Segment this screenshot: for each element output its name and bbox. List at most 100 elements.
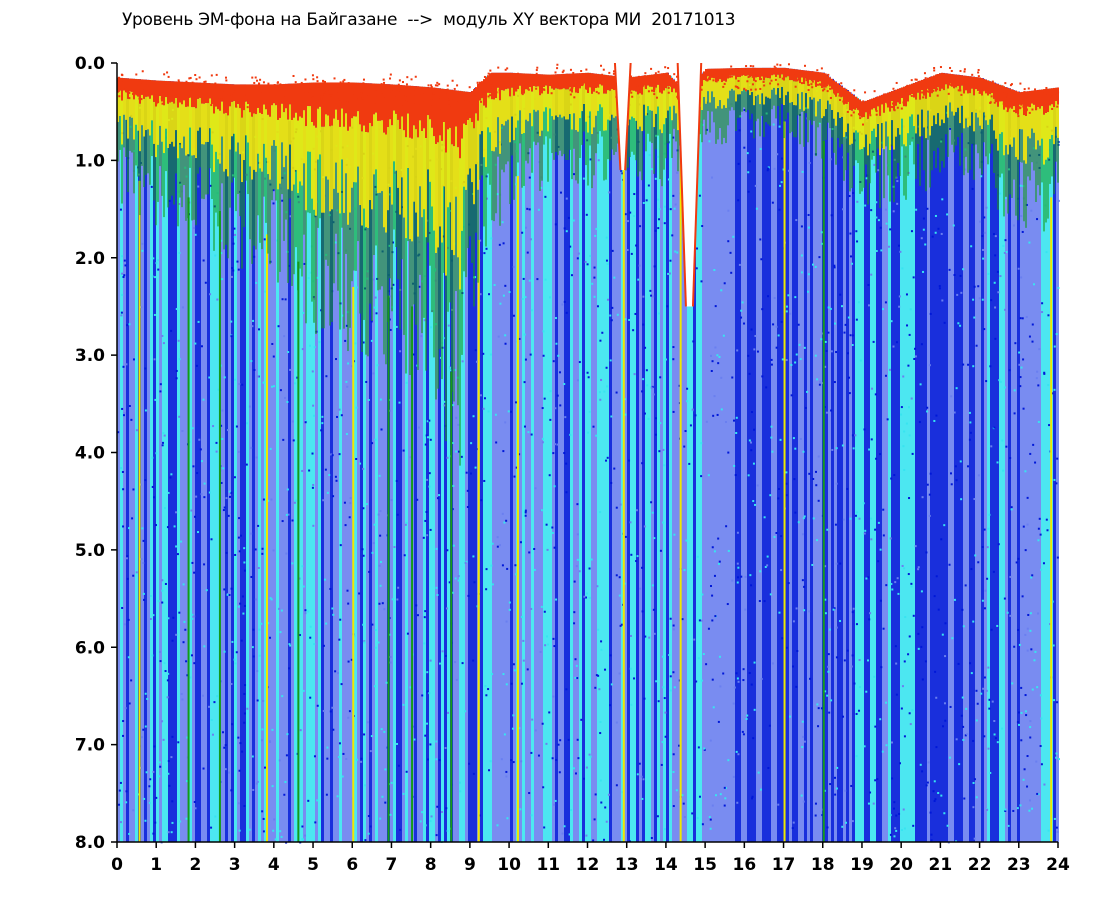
warm-yellow <box>1005 106 1007 146</box>
heat-speckle <box>205 589 208 592</box>
heat-column <box>480 82 483 842</box>
warm-red <box>165 80 167 98</box>
heat-speckle <box>589 755 592 758</box>
warm-yellow <box>213 113 215 173</box>
warm-yellow <box>117 92 119 123</box>
heat-speckle <box>226 429 229 432</box>
warm-speckle <box>480 92 483 95</box>
warm-green <box>1007 154 1009 214</box>
heat-speckle <box>374 646 377 649</box>
warm-red <box>527 73 529 90</box>
warm-yellow <box>143 98 145 137</box>
heat-speckle <box>1029 720 1032 723</box>
warm-speckle <box>857 113 860 116</box>
heat-speckle <box>502 450 505 453</box>
heat-speckle <box>835 562 838 565</box>
heat-speckle <box>153 496 156 499</box>
heat-speckle <box>654 229 657 232</box>
heat-column <box>789 68 792 842</box>
warm-green <box>389 187 391 279</box>
heat-speckle <box>171 639 174 642</box>
heat-column <box>768 67 771 842</box>
warm-green <box>539 136 541 191</box>
heat-speckle <box>452 544 455 547</box>
heat-speckle <box>1031 323 1034 326</box>
heat-speckle <box>752 462 755 465</box>
heat-speckle <box>573 580 576 583</box>
warm-green <box>127 138 129 193</box>
warm-yellow <box>981 95 983 130</box>
warm-speckle <box>914 78 917 81</box>
warm-yellow <box>839 96 841 119</box>
heat-speckle <box>635 560 638 563</box>
heat-speckle <box>731 579 734 582</box>
heat-speckle <box>935 696 938 699</box>
warm-yellow <box>865 112 867 135</box>
heat-speckle <box>973 837 976 840</box>
warm-yellow <box>359 124 361 206</box>
warm-speckle <box>994 98 997 101</box>
warm-speckle <box>556 67 559 70</box>
heat-speckle <box>1015 561 1018 564</box>
warm-red <box>403 85 405 131</box>
vertical-streak <box>1050 197 1053 842</box>
heat-speckle <box>962 725 965 728</box>
vertical-streak <box>218 211 221 842</box>
heat-speckle <box>899 250 902 253</box>
warm-red <box>249 84 251 113</box>
warm-red <box>361 82 363 132</box>
warm-speckle <box>1005 92 1008 95</box>
heat-speckle <box>701 225 704 228</box>
heat-speckle <box>320 429 323 432</box>
heat-speckle <box>339 618 342 621</box>
warm-green <box>765 96 767 123</box>
warm-green <box>533 109 535 142</box>
heat-speckle <box>925 784 928 787</box>
warm-yellow <box>437 142 439 248</box>
heat-column <box>390 84 393 842</box>
warm-red <box>159 80 161 97</box>
heat-column <box>1035 90 1038 842</box>
warm-green <box>535 111 537 146</box>
heat-speckle <box>627 220 630 223</box>
heat-speckle <box>802 800 805 803</box>
warm-red <box>913 82 915 98</box>
warm-yellow <box>511 87 513 117</box>
warm-green <box>181 148 183 208</box>
warm-speckle <box>794 85 797 88</box>
heat-speckle <box>1029 799 1032 802</box>
heat-speckle <box>464 710 467 713</box>
heat-speckle <box>146 697 149 700</box>
heat-speckle <box>941 633 944 636</box>
heat-speckle <box>457 579 460 582</box>
warm-yellow <box>773 74 775 88</box>
heat-column <box>1026 91 1029 843</box>
heat-speckle <box>825 411 828 414</box>
heat-speckle <box>620 623 623 626</box>
heat-column <box>417 86 420 842</box>
heat-speckle <box>951 637 954 640</box>
heat-speckle <box>1021 230 1024 233</box>
heat-speckle <box>710 354 713 357</box>
heat-speckle <box>972 739 975 742</box>
warm-yellow <box>907 101 909 134</box>
warm-red <box>499 72 501 101</box>
warm-yellow <box>669 86 671 107</box>
warm-yellow <box>391 125 393 205</box>
warm-speckle <box>216 83 219 86</box>
heat-speckle <box>984 589 987 592</box>
warm-speckle <box>978 85 981 88</box>
warm-speckle <box>876 99 879 102</box>
heat-speckle <box>941 299 944 302</box>
heat-speckle <box>499 302 502 305</box>
warm-red <box>167 81 169 104</box>
heat-speckle <box>771 450 774 453</box>
warm-yellow <box>593 91 595 128</box>
warm-speckle <box>281 86 284 89</box>
heat-speckle <box>981 248 984 251</box>
warm-yellow <box>503 90 505 126</box>
heat-column <box>171 81 174 842</box>
warm-speckle <box>495 91 498 94</box>
heat-speckle <box>126 555 129 558</box>
heat-speckle <box>1005 445 1008 448</box>
